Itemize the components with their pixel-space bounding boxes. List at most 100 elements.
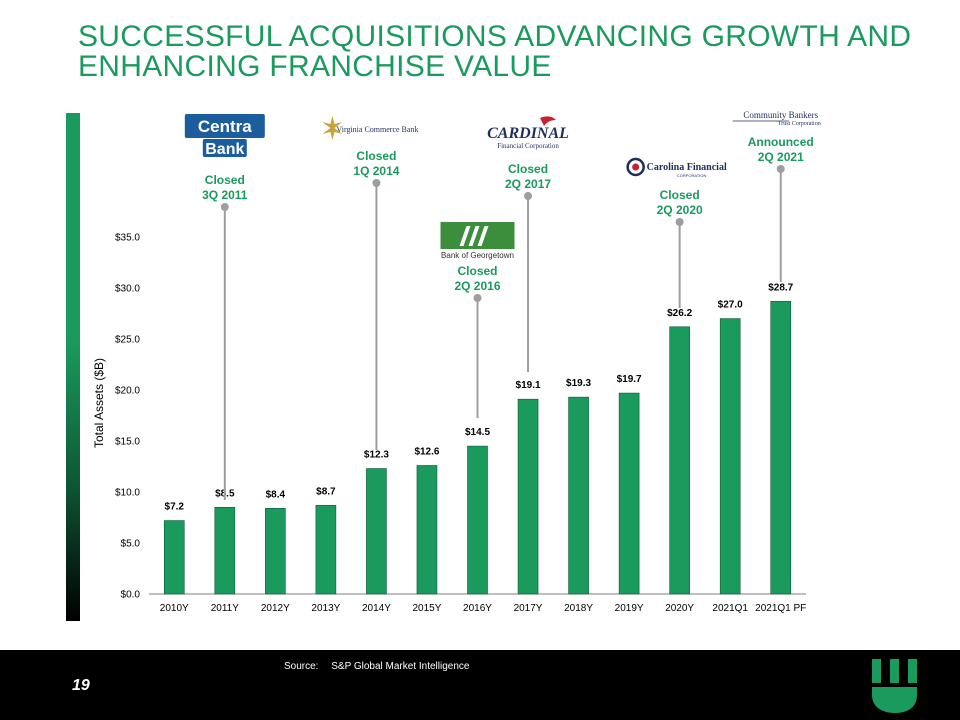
bar: [214, 506, 236, 595]
logo-text: Centra: [198, 117, 252, 136]
bar: [467, 445, 488, 595]
logo-stroke: [459, 226, 471, 246]
centra-logo-top: [184, 114, 265, 138]
y-tick-label: $15.0: [115, 437, 140, 448]
bar: [416, 465, 438, 595]
bar-value-label: $19.7: [617, 374, 642, 385]
logo-subtext: Financial Corporation: [497, 142, 559, 150]
slide-title: SUCCESSFUL ACQUISITIONS ADVANCING GROWTH…: [78, 22, 938, 82]
annotation-period: 2Q 2016: [454, 279, 500, 293]
annotation-period: 2Q 2017: [505, 177, 551, 191]
y-tick-label: $25.0: [115, 335, 140, 346]
acquired-bank-logo: Bank of Georgetown: [440, 222, 515, 260]
bar: [770, 300, 792, 595]
logo-text: Virginia Commerce Bank: [336, 125, 418, 134]
bar-value-label: $8.4: [266, 489, 286, 500]
connector-dot: [372, 179, 381, 187]
footer-bar: Source: S&P Global Market Intelligence 1…: [0, 650, 960, 720]
x-tick-label: 2011Y: [211, 603, 240, 614]
x-tick-label: 2020Y: [665, 603, 694, 614]
bar-value-label: $26.2: [667, 308, 692, 319]
bar: [315, 504, 337, 595]
annotation-status: Closed: [457, 264, 497, 278]
connector-dot: [473, 294, 482, 302]
x-tick-label: 2010Y: [160, 603, 189, 614]
bar-value-label: $12.6: [414, 446, 439, 457]
logo-stroke: [468, 226, 480, 246]
logo-text: Bank: [205, 141, 244, 158]
annotation-status: Announced: [748, 135, 814, 149]
bar-value-label: $19.3: [566, 378, 591, 389]
title-line-2: ENHANCING FRANCHISE VALUE: [78, 50, 552, 83]
bar-value-label: $12.3: [364, 450, 389, 461]
bar: [517, 398, 539, 595]
bar: [366, 468, 387, 595]
bar: [265, 508, 286, 595]
logo-text: Bank of Georgetown: [441, 251, 514, 260]
connector-dot: [776, 165, 785, 173]
acquired-bank-logo: Centra Bank: [184, 114, 265, 158]
accent-side-bar: [66, 113, 80, 621]
title-line-1: SUCCESSFUL ACQUISITIONS ADVANCING GROWTH…: [78, 20, 912, 53]
company-logo-icon: [872, 659, 917, 713]
connector-dot: [675, 218, 684, 226]
x-tick-label: 2021Q1 PF: [755, 603, 806, 614]
logo-stroke: [477, 226, 489, 246]
x-tick-label: 2016Y: [463, 603, 492, 614]
logo-bird: [540, 116, 557, 126]
annotation-period: 1Q 2014: [353, 164, 399, 178]
annotation-status: Closed: [356, 149, 396, 163]
y-tick-label: $10.0: [115, 488, 140, 499]
bar-value-label: $8.7: [316, 486, 336, 497]
logo-text: CARDINAL: [487, 125, 569, 142]
connector-dot: [524, 192, 533, 200]
logo-ring: [626, 157, 645, 177]
total-assets-bar-chart: $0.0 $5.0 $10.0 $15.0 $20.0 $25.0 $30.0 $35.0 To…: [92, 110, 821, 614]
bar-value-label: $14.5: [465, 427, 490, 438]
x-tick-label: 2017Y: [514, 603, 543, 614]
bar: [618, 392, 640, 595]
bar-value-label: $7.2: [165, 502, 185, 513]
source-note: Source: S&P Global Market Intelligence: [284, 661, 469, 672]
logo-text: Community Bankers: [743, 110, 818, 120]
logo-dot: [632, 163, 640, 171]
x-tick-label: 2012Y: [261, 603, 290, 614]
bar-value-label: $27.0: [718, 300, 743, 311]
annotation-period: 2Q 2021: [758, 150, 804, 164]
source-text: S&P Global Market Intelligence: [331, 661, 470, 672]
x-tick-label: 2015Y: [413, 603, 442, 614]
y-axis-label: Total Assets ($B): [92, 358, 106, 448]
bar: [568, 396, 589, 595]
bar-value-label: $19.1: [516, 380, 541, 391]
bar-value-label: $28.7: [768, 282, 793, 293]
y-tick-label: $30.0: [115, 284, 140, 295]
y-tick-label: $35.0: [115, 233, 140, 244]
logo-emblem: [322, 116, 343, 140]
acquired-bank-logo: Virginia Commerce Bank: [322, 116, 418, 140]
y-tick-label: $0.0: [121, 590, 141, 601]
logo-subtext: Trust Corporation: [778, 121, 821, 127]
annotation-status: Closed: [660, 188, 700, 202]
x-tick-label: 2019Y: [615, 603, 644, 614]
x-tick-label: 2018Y: [564, 603, 593, 614]
bar: [163, 520, 185, 595]
annotation-period: 2Q 2020: [657, 203, 703, 217]
centra-logo-bottom: [202, 139, 247, 157]
logo-subtext: CORPORATION: [677, 173, 707, 178]
source-label: Source:: [284, 661, 319, 672]
page-number: 19: [72, 677, 90, 694]
annotation-status: Closed: [508, 162, 548, 176]
annotation-status: Closed: [205, 173, 245, 187]
logo-text: Carolina Financial: [647, 162, 727, 173]
x-tick-label: 2021Q1: [712, 603, 748, 614]
y-tick-label: $5.0: [121, 539, 141, 550]
y-tick-label: $20.0: [115, 386, 140, 397]
